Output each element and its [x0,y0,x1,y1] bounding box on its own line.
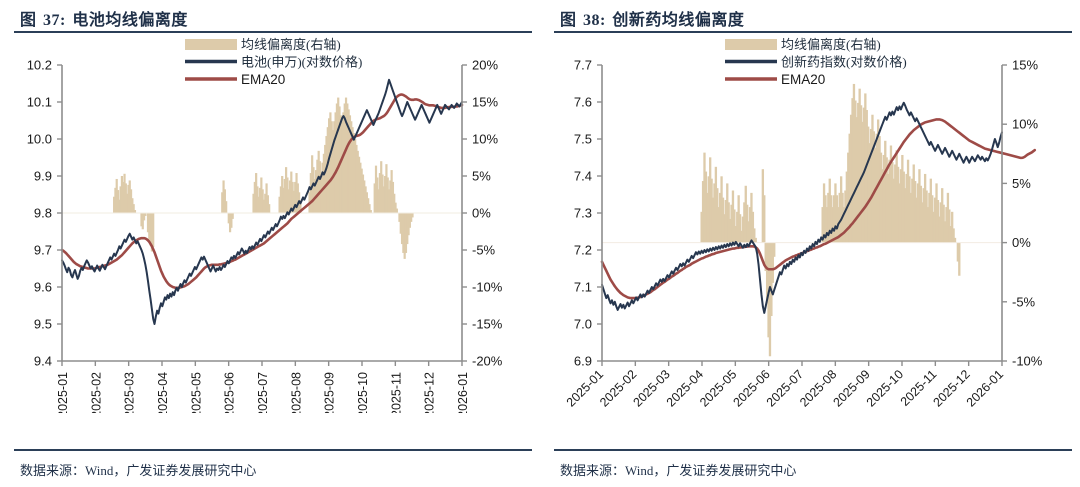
x-tick-label: 2025-06 [223,372,237,413]
x-tick-label: 2025-02 [89,372,103,413]
footer-divider [14,449,532,451]
legend-label-price-line: 创新药指数(对数价格) [781,55,907,70]
figure-title-text: 电池均线偏离度 [72,12,188,29]
y-tick-label-right: -10% [1012,354,1043,369]
y-tick-label-left: 9.7 [34,243,52,258]
x-axis-ticks: 2025-012025-022025-032025-042025-052025-… [564,361,1006,410]
y-tick-label-left: 10.2 [27,58,52,73]
x-tick-label: 2025-07 [256,372,270,413]
y-tick-label-left: 9.5 [34,317,52,332]
x-tick-label: 2025-08 [289,372,303,413]
legend-label-deviation-band: 均线偏离度(右轴) [241,37,341,52]
title-divider [554,31,1072,33]
price-line [61,78,463,325]
y-tick-label-left: 9.4 [34,354,52,369]
y-tick-label-right: -5% [472,243,496,258]
y-axis-right-ticks: -20% -15% -10% -5% 0% 5% 10% 15% 20% [462,58,503,369]
title-divider [14,31,532,33]
y-tick-label-left: 7.5 [574,132,592,147]
figure-number: 38: [583,12,606,29]
figure-title-38: 图 38: 创新药均线偏离度 [560,6,1066,29]
y-tick-label-right: 10% [472,132,498,147]
y-axis-left-ticks: 9.4 9.5 9.6 9.7 9.8 9.9 10.0 10.1 10.2 [27,58,62,369]
y-tick-label-right: 0% [472,206,491,221]
y-tick-label-left: 7.1 [574,280,592,295]
y-tick-label-right: 5% [1012,176,1031,191]
chart-legend: 均线偏离度(右轴) 电池(申万)(对数价格) EMA20 [185,37,362,87]
deviation-bars [700,83,961,357]
x-tick-label: 2025-03 [123,372,137,413]
y-tick-label-right: -15% [472,317,503,332]
x-tick-label: 2025-01 [56,372,70,413]
legend-label-ema20-line: EMA20 [781,72,825,87]
figure-panel-38: 图 38: 创新药均线偏离度 6.9 7.0 7.1 7.2 7.3 7.4 7.5 7.6 7… [540,0,1080,487]
y-tick-label-right: 15% [472,95,498,110]
y-tick-label-left: 7.3 [574,206,592,221]
legend-swatch-deviation-band [185,39,237,50]
x-tick-label: 2026-01 [964,367,1006,409]
chart-legend: 均线偏离度(右轴) 创新药指数(对数价格) EMA20 [725,37,907,87]
footer-divider [554,449,1072,451]
legend-label-price-line: 电池(申万)(对数价格) [241,55,362,70]
y-tick-label-left: 10.0 [27,132,52,147]
price-line [601,101,1003,314]
y-tick-label-right: 20% [472,58,498,73]
legend-label-ema20-line: EMA20 [241,72,285,87]
x-tick-label: 2025-04 [156,372,170,413]
x-axis-ticks: 2025-01 2025-02 2025-03 2025-04 2025-05 2025-… [56,361,470,413]
y-tick-label-left: 7.4 [574,169,592,184]
figure-title-37: 图 37: 电池均线偏离度 [20,6,526,29]
x-tick-label: 2025-10 [864,367,906,409]
x-tick-label: 2025-09 [323,372,337,413]
y-tick-label-right: 15% [1012,58,1038,73]
y-tick-label-left: 7.7 [574,58,592,73]
x-tick-label: 2025-11 [389,372,403,413]
source-note-38: 数据来源：Wind，广发证券发展研究中心 [560,463,797,478]
chart-canvas-37: 9.4 9.5 9.6 9.7 9.8 9.9 10.0 10.1 10.2 -20% -15% -1… [27,37,503,413]
ema20-line [600,118,1037,300]
y-axis-left-ticks: 6.9 7.0 7.1 7.2 7.3 7.4 7.5 7.6 7.7 [574,58,602,369]
legend-swatch-deviation-band [725,39,777,50]
x-tick-label: 2025-05 [189,372,203,413]
x-tick-label: 2026-01 [456,372,470,413]
legend-label-deviation-band: 均线偏离度(右轴) [781,37,881,52]
figure-title-text: 创新药均线偏离度 [612,12,745,29]
y-tick-label-left: 7.6 [574,95,592,110]
figure-label-prefix: 图 [560,12,577,29]
y-tick-label-left: 7.2 [574,243,592,258]
y-tick-label-right: 10% [1012,117,1038,132]
y-axis-right-ticks: -10% -5% 0% 5% 10% 15% [1002,58,1043,369]
y-tick-label-left: 9.9 [34,169,52,184]
deviation-bars [113,97,414,259]
x-tick-label: 2025-12 [423,372,437,413]
chart-canvas-38: 6.9 7.0 7.1 7.2 7.3 7.4 7.5 7.6 7.7 -10% -5% 0% 5% 10… [564,37,1043,410]
x-tick-label: 2025-10 [356,372,370,413]
y-tick-label-left: 9.8 [34,206,52,221]
y-tick-label-left: 6.9 [574,354,592,369]
y-tick-label-left: 7.0 [574,317,592,332]
figure-label-prefix: 图 [20,12,37,29]
y-tick-label-left: 10.1 [27,95,52,110]
y-tick-label-right: 5% [472,169,491,184]
figure-number: 37: [43,12,66,29]
y-tick-label-right: -5% [1012,294,1036,309]
y-tick-label-left: 9.6 [34,280,52,295]
source-note-37: 数据来源：Wind，广发证券发展研究中心 [20,463,257,478]
figure-panel-37: 图 37: 电池均线偏离度 9.4 9.5 9.6 9.7 9.8 9.9 10.0 10.1… [14,6,532,478]
y-tick-label-right: -20% [472,354,503,369]
y-tick-label-right: -10% [472,280,503,295]
y-tick-label-right: 0% [1012,235,1031,250]
